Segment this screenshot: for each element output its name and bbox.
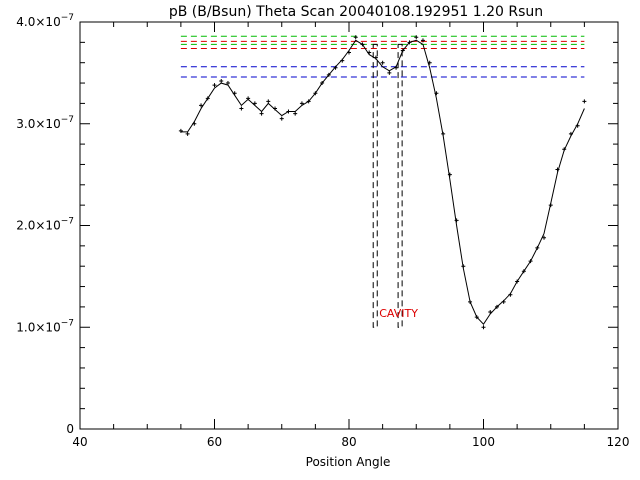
data-point	[313, 91, 318, 96]
data-point	[212, 83, 217, 88]
data-point	[286, 109, 291, 114]
data-point	[582, 99, 587, 104]
data-point	[575, 123, 580, 128]
data-point	[225, 81, 230, 86]
data-point	[420, 38, 425, 43]
x-tick-label: 60	[207, 435, 222, 449]
data-point	[306, 99, 311, 104]
data-point	[394, 65, 399, 70]
data-point	[501, 299, 506, 304]
data-point	[353, 35, 358, 40]
data-point	[326, 72, 331, 77]
data-point	[333, 65, 338, 70]
data-point	[266, 99, 271, 104]
data-point	[340, 58, 345, 63]
x-tick-label: 100	[472, 435, 495, 449]
data-point	[347, 50, 351, 55]
y-tick-label: 3.0×10−7	[16, 115, 74, 131]
data-point	[273, 106, 278, 111]
data-point	[252, 101, 257, 106]
data-point	[380, 60, 385, 65]
data-point	[555, 167, 560, 172]
chart-title: pB (B/Bsun) Theta Scan 20040108.192951 1…	[169, 4, 543, 20]
data-point	[407, 40, 412, 45]
data-point	[320, 81, 325, 86]
data-point	[293, 111, 298, 116]
data-point	[468, 299, 473, 304]
data-point	[521, 269, 526, 274]
cavity-label: CAVITY	[379, 307, 418, 320]
x-tick-label: 120	[607, 435, 630, 449]
data-point	[427, 60, 432, 65]
data-point	[299, 101, 304, 106]
data-point	[360, 42, 365, 47]
data-point	[447, 172, 452, 177]
data-point	[548, 203, 553, 208]
data-point	[414, 35, 419, 40]
data-point	[239, 106, 244, 111]
data-point	[232, 91, 237, 96]
data-point	[199, 103, 204, 108]
data-point	[434, 91, 439, 96]
data-point	[441, 131, 446, 136]
cavity-markers	[372, 43, 403, 328]
data-point	[494, 304, 499, 309]
data-point	[246, 96, 251, 101]
y-tick-label: 1.0×10−7	[16, 318, 74, 334]
data-point	[373, 55, 378, 60]
data-point	[508, 292, 513, 297]
data-point	[259, 111, 264, 116]
data-point	[535, 245, 540, 250]
data-point	[562, 147, 567, 152]
y-tick-label: 0	[66, 422, 74, 436]
x-axis-label: Position Angle	[306, 455, 391, 469]
x-tick-label: 40	[72, 435, 87, 449]
data-point	[400, 48, 405, 53]
annotations: CAVITY	[379, 307, 418, 320]
data-point	[387, 70, 392, 75]
data-points	[178, 35, 587, 330]
cavity-boundary	[397, 43, 403, 328]
data-point	[515, 279, 520, 284]
data-point	[192, 121, 197, 126]
data-point	[279, 116, 284, 121]
data-point	[528, 259, 533, 264]
y-tick-label: 4.0×10−7	[16, 13, 74, 29]
data-point	[488, 309, 493, 314]
data-point	[205, 96, 210, 101]
data-point	[481, 325, 486, 330]
data-point	[219, 79, 224, 84]
data-point	[542, 235, 547, 240]
data-point	[461, 264, 466, 269]
data-point	[474, 315, 479, 320]
data-point	[367, 50, 372, 55]
data-point	[178, 128, 183, 133]
data-point	[185, 131, 190, 136]
x-tick-label: 80	[341, 435, 356, 449]
cavity-boundary	[372, 43, 378, 328]
data-point	[568, 131, 573, 136]
data-point	[454, 218, 459, 223]
axis-ticks: 40 60 80 100 120 0 1.0×10−7 2.0×10−7 3.0×10−7 4.0…	[16, 13, 629, 449]
y-tick-label: 2.0×10−7	[16, 217, 74, 233]
